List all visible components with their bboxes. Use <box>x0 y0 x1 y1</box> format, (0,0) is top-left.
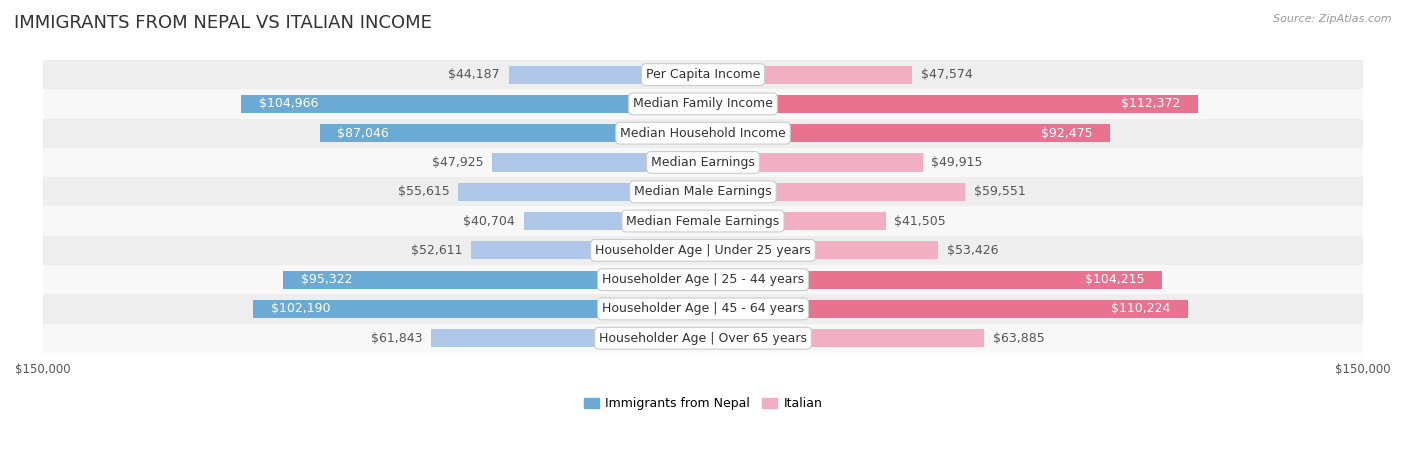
Bar <box>42 324 1364 353</box>
Text: $47,574: $47,574 <box>921 68 973 81</box>
Text: Median Household Income: Median Household Income <box>620 127 786 140</box>
Text: $110,224: $110,224 <box>1111 303 1171 315</box>
Bar <box>492 153 703 171</box>
Bar <box>42 206 1364 236</box>
Bar <box>321 124 703 142</box>
Bar <box>284 270 703 289</box>
Bar <box>430 329 703 347</box>
Bar <box>240 95 703 113</box>
Legend: Immigrants from Nepal, Italian: Immigrants from Nepal, Italian <box>579 392 827 415</box>
Bar <box>703 300 1188 318</box>
Text: $47,925: $47,925 <box>432 156 484 169</box>
Bar <box>42 148 1364 177</box>
Bar <box>703 65 912 84</box>
Text: Householder Age | 45 - 64 years: Householder Age | 45 - 64 years <box>602 303 804 315</box>
Text: $49,915: $49,915 <box>932 156 983 169</box>
Text: $55,615: $55,615 <box>398 185 450 198</box>
Bar <box>42 60 1364 89</box>
Bar <box>42 265 1364 294</box>
Text: $61,843: $61,843 <box>371 332 422 345</box>
Text: $40,704: $40,704 <box>464 214 515 227</box>
Bar <box>509 65 703 84</box>
Text: $104,215: $104,215 <box>1084 273 1144 286</box>
Bar <box>703 124 1109 142</box>
Bar <box>524 212 703 230</box>
Bar <box>703 329 984 347</box>
Text: $52,611: $52,611 <box>411 244 463 257</box>
Text: IMMIGRANTS FROM NEPAL VS ITALIAN INCOME: IMMIGRANTS FROM NEPAL VS ITALIAN INCOME <box>14 14 432 32</box>
Text: $53,426: $53,426 <box>948 244 998 257</box>
Bar <box>703 183 965 201</box>
Bar <box>458 183 703 201</box>
Text: Householder Age | Under 25 years: Householder Age | Under 25 years <box>595 244 811 257</box>
Bar <box>42 236 1364 265</box>
Text: Median Earnings: Median Earnings <box>651 156 755 169</box>
Text: Median Family Income: Median Family Income <box>633 98 773 110</box>
Bar <box>42 294 1364 324</box>
Bar <box>703 212 886 230</box>
Bar <box>42 89 1364 119</box>
Text: Householder Age | Over 65 years: Householder Age | Over 65 years <box>599 332 807 345</box>
Text: $41,505: $41,505 <box>894 214 946 227</box>
Text: Per Capita Income: Per Capita Income <box>645 68 761 81</box>
Text: $104,966: $104,966 <box>259 98 318 110</box>
Bar <box>703 241 938 260</box>
Text: $63,885: $63,885 <box>993 332 1045 345</box>
Text: $87,046: $87,046 <box>337 127 389 140</box>
Bar <box>471 241 703 260</box>
Text: Median Female Earnings: Median Female Earnings <box>627 214 779 227</box>
Text: Householder Age | 25 - 44 years: Householder Age | 25 - 44 years <box>602 273 804 286</box>
Text: $44,187: $44,187 <box>449 68 499 81</box>
Text: Median Male Earnings: Median Male Earnings <box>634 185 772 198</box>
Bar <box>42 119 1364 148</box>
Text: $92,475: $92,475 <box>1040 127 1092 140</box>
Text: $59,551: $59,551 <box>974 185 1025 198</box>
Text: $102,190: $102,190 <box>271 303 330 315</box>
Bar <box>703 95 1198 113</box>
Text: $95,322: $95,322 <box>301 273 353 286</box>
Text: $112,372: $112,372 <box>1121 98 1180 110</box>
Bar <box>703 270 1161 289</box>
Bar <box>42 177 1364 206</box>
Text: Source: ZipAtlas.com: Source: ZipAtlas.com <box>1274 14 1392 24</box>
Bar <box>703 153 922 171</box>
Bar <box>253 300 703 318</box>
